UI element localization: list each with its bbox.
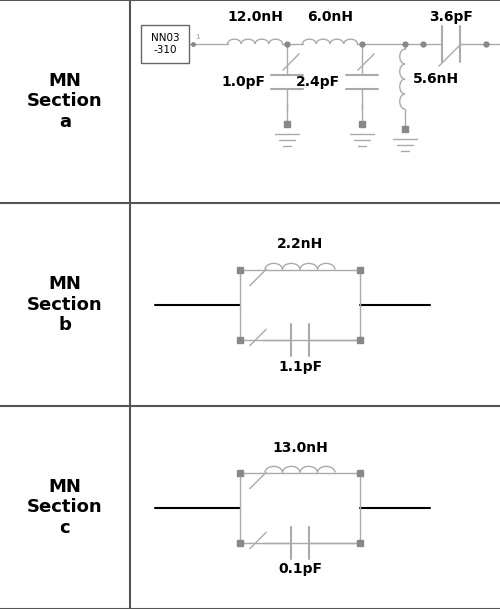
Text: MN
Section
c: MN Section c (27, 477, 103, 537)
Text: 2.4pF: 2.4pF (296, 75, 340, 89)
Text: MN
Section
b: MN Section b (27, 275, 103, 334)
Text: 5.6nH: 5.6nH (413, 72, 459, 86)
Text: 1.0pF: 1.0pF (221, 75, 265, 89)
Text: 2.2nH: 2.2nH (277, 238, 323, 252)
Text: NN03
-310: NN03 -310 (150, 33, 180, 55)
Text: 1.1pF: 1.1pF (278, 359, 322, 373)
Text: 3.6pF: 3.6pF (429, 10, 473, 24)
Text: 1: 1 (195, 34, 200, 40)
Text: 12.0nH: 12.0nH (227, 10, 283, 24)
Text: 6.0nH: 6.0nH (307, 10, 353, 24)
Text: 13.0nH: 13.0nH (272, 440, 328, 454)
Text: MN
Section
a: MN Section a (27, 72, 103, 132)
FancyBboxPatch shape (141, 25, 189, 63)
Text: 0.1pF: 0.1pF (278, 563, 322, 577)
